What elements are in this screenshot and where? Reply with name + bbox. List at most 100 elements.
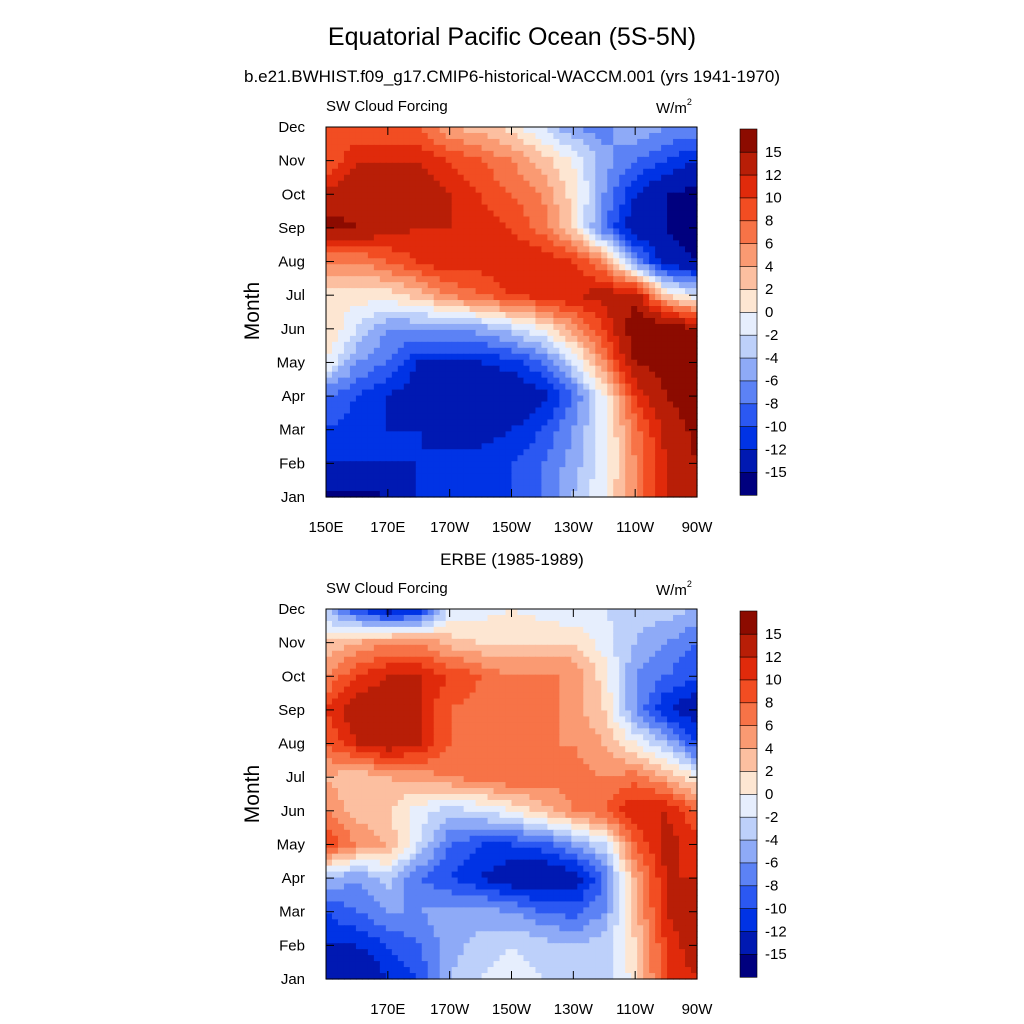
- contour-cell: [691, 168, 698, 176]
- contour-cell: [583, 626, 590, 634]
- contour-cell: [691, 317, 698, 325]
- contour-cell: [637, 638, 644, 646]
- contour-cell: [637, 443, 644, 450]
- contour-cell: [535, 216, 543, 224]
- contour-cell: [361, 359, 369, 367]
- contour-cell: [529, 656, 537, 664]
- contour-cell: [661, 407, 668, 415]
- contour-cell: [637, 614, 644, 622]
- contour-cell: [433, 270, 441, 277]
- contour-cell: [361, 323, 369, 331]
- contour-cell: [559, 674, 566, 682]
- contour-cell: [595, 270, 602, 277]
- contour-cell: [595, 228, 602, 236]
- contour-cell: [571, 371, 578, 379]
- contour-cell: [439, 300, 447, 307]
- contour-cell: [421, 407, 429, 415]
- contour-cell: [553, 180, 560, 188]
- contour-cell: [367, 377, 375, 385]
- contour-cell: [661, 698, 668, 706]
- contour-cell: [379, 383, 387, 391]
- contour-cell: [409, 632, 417, 640]
- contour-cell: [589, 479, 596, 486]
- contour-cell: [355, 704, 363, 712]
- contour-cell: [349, 638, 357, 646]
- contour-cell: [361, 644, 369, 652]
- contour-cell: [649, 491, 656, 498]
- contour-cell: [355, 288, 363, 295]
- contour-cell: [326, 479, 333, 486]
- contour-cell: [379, 216, 387, 224]
- contour-cell: [559, 644, 566, 652]
- contour-cell: [409, 312, 417, 319]
- contour-cell: [379, 485, 387, 492]
- contour-cell: [571, 632, 578, 640]
- contour-cell: [349, 216, 357, 224]
- contour-cell: [463, 258, 471, 265]
- contour-cell: [367, 620, 375, 628]
- contour-cell: [691, 127, 698, 134]
- contour-cell: [661, 365, 668, 373]
- contour-cell: [499, 246, 507, 253]
- contour-cell: [589, 246, 596, 253]
- contour-cell: [397, 614, 405, 622]
- contour-cell: [379, 407, 387, 415]
- contour-cell: [517, 329, 525, 337]
- contour-cell: [559, 614, 566, 622]
- contour-cell: [679, 144, 686, 152]
- contour-cell: [349, 704, 357, 712]
- contour-cell: [337, 437, 345, 444]
- contour-cell: [451, 198, 459, 206]
- contour-cell: [571, 431, 578, 438]
- contour-cell: [367, 389, 375, 397]
- contour-cell: [649, 644, 656, 652]
- contour-cell: [559, 365, 566, 373]
- contour-cell: [415, 312, 423, 319]
- contour-cell: [433, 662, 441, 670]
- contour-cell: [337, 455, 345, 462]
- contour-cell: [625, 620, 632, 628]
- contour-cell: [577, 638, 584, 646]
- contour-cell: [463, 443, 471, 450]
- contour-cell: [637, 329, 644, 337]
- contour-cell: [523, 264, 531, 271]
- contour-cell: [667, 264, 674, 271]
- contour-cell: [631, 329, 638, 337]
- contour-cell: [691, 413, 698, 421]
- contour-cell: [481, 425, 489, 432]
- contour-cell: [445, 692, 453, 700]
- contour-cell: [439, 491, 447, 498]
- contour-cell: [637, 437, 644, 444]
- contour-cell: [655, 620, 662, 628]
- contour-cell: [571, 264, 578, 271]
- contour-cell: [451, 282, 459, 289]
- contour-cell: [433, 210, 441, 218]
- contour-cell: [577, 692, 584, 700]
- contour-cell: [607, 144, 614, 152]
- contour-cell: [583, 252, 590, 259]
- contour-cell: [529, 407, 537, 415]
- contour-cell: [517, 156, 525, 164]
- contour-cell: [451, 467, 459, 474]
- contour-cell: [469, 485, 477, 492]
- contour-cell: [463, 294, 471, 301]
- contour-cell: [541, 258, 548, 265]
- contour-cell: [655, 479, 662, 486]
- contour-cell: [457, 282, 465, 289]
- contour-cell: [481, 668, 489, 676]
- contour-cell: [415, 228, 423, 236]
- contour-cell: [397, 156, 405, 164]
- contour-cell: [559, 276, 566, 283]
- contour-cell: [493, 692, 501, 700]
- contour-cell: [571, 240, 578, 247]
- contour-cell: [499, 228, 507, 236]
- contour-cell: [343, 204, 351, 212]
- contour-cell: [523, 240, 531, 247]
- contour-cell: [415, 252, 423, 259]
- contour-cell: [385, 317, 393, 325]
- contour-cell: [355, 674, 363, 682]
- contour-cell: [505, 692, 513, 700]
- contour-cell: [553, 632, 560, 640]
- contour-cell: [643, 656, 650, 664]
- contour-cell: [619, 306, 626, 313]
